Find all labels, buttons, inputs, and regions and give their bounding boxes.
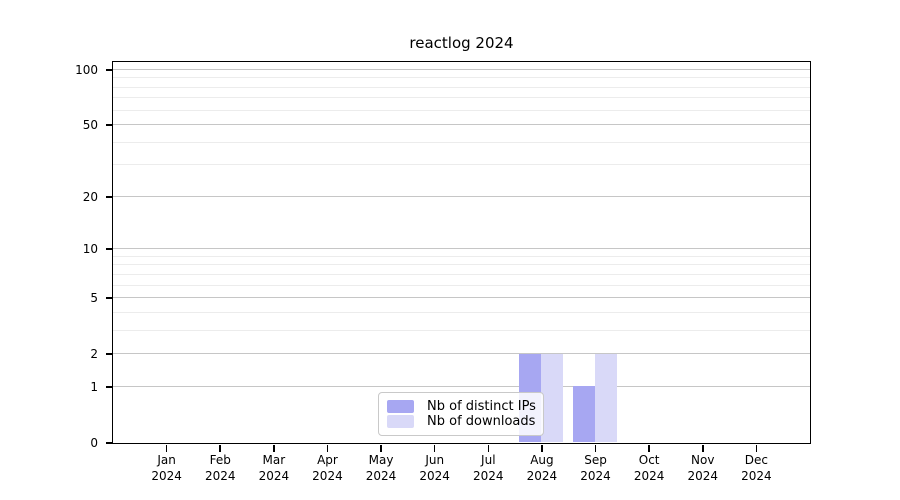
y-tick-label: 0 bbox=[90, 436, 98, 450]
x-tick-label-year: 2024 bbox=[741, 469, 772, 483]
bar-distinct-ips bbox=[573, 386, 596, 443]
y-tick-label: 10 bbox=[82, 242, 98, 257]
x-tick-label-month: Nov bbox=[691, 453, 715, 467]
x-tick-label: Sep 2024 bbox=[564, 452, 628, 484]
x-tick-label-year: 2024 bbox=[687, 469, 719, 483]
x-tick-label-month: Jun bbox=[425, 453, 445, 467]
gridline-major bbox=[112, 195, 810, 197]
legend-swatch-downloads bbox=[387, 415, 414, 428]
y-tick bbox=[105, 386, 113, 388]
x-tick-label-year: 2024 bbox=[365, 469, 397, 483]
gridline-minor bbox=[112, 77, 810, 79]
gridline-minor bbox=[112, 255, 810, 257]
chart-title: reactlog 2024 bbox=[409, 34, 514, 52]
x-tick-label: Jul 2024 bbox=[456, 452, 520, 484]
x-tick bbox=[326, 444, 329, 452]
x-tick-label-month: Mar bbox=[262, 453, 286, 467]
y-tick bbox=[105, 196, 113, 198]
y-tick-label: 100 bbox=[75, 63, 98, 77]
gridline-major bbox=[112, 385, 810, 387]
gridline-major bbox=[112, 69, 810, 70]
x-tick-label-year: 2024 bbox=[312, 469, 343, 483]
gridline-minor bbox=[112, 311, 810, 313]
x-tick-label-month: Sep bbox=[584, 453, 607, 467]
x-tick bbox=[594, 444, 597, 452]
x-tick-label-month: Aug bbox=[530, 453, 554, 467]
x-tick bbox=[273, 444, 275, 452]
gridline-minor bbox=[112, 329, 810, 331]
x-tick-label-month: Feb bbox=[209, 453, 231, 467]
plot-area bbox=[111, 60, 811, 444]
x-tick-label: Apr 2024 bbox=[295, 452, 359, 484]
x-tick-label: Dec 2024 bbox=[724, 452, 788, 484]
y-tick-label: 20 bbox=[82, 189, 98, 204]
legend-item-distinct-ips: Nb of distinct IPs bbox=[387, 399, 536, 414]
x-tick-label: Aug 2024 bbox=[510, 452, 574, 484]
x-tick-label-month: Jul bbox=[481, 453, 496, 467]
x-tick-label-year: 2024 bbox=[419, 469, 450, 483]
gridline-minor bbox=[112, 97, 810, 99]
y-tick bbox=[105, 353, 113, 355]
gridline-major bbox=[112, 297, 810, 299]
x-tick-label: Jun 2024 bbox=[403, 452, 467, 484]
gridline-minor bbox=[112, 284, 810, 286]
legend-label-downloads: Nb of downloads bbox=[427, 414, 536, 429]
x-tick bbox=[433, 444, 436, 452]
y-tick-label: 50 bbox=[82, 118, 98, 133]
bar-downloads bbox=[595, 353, 618, 443]
x-tick bbox=[541, 444, 543, 452]
legend-swatch-distinct-ips bbox=[387, 400, 414, 413]
x-tick-label: Jan 2024 bbox=[135, 452, 199, 484]
x-tick-label: Feb 2024 bbox=[188, 452, 252, 484]
x-tick bbox=[487, 444, 490, 452]
x-tick-label-month: Apr bbox=[317, 453, 338, 467]
x-tick-label: Mar 2024 bbox=[242, 452, 306, 484]
gridline-minor bbox=[112, 141, 810, 143]
legend-label-distinct-ips: Nb of distinct IPs bbox=[427, 399, 536, 414]
x-tick-label-year: 2024 bbox=[633, 469, 665, 483]
x-tick bbox=[648, 444, 650, 452]
y-tick bbox=[105, 297, 113, 299]
legend-item-downloads: Nb of downloads bbox=[387, 414, 536, 429]
x-tick-label-year: 2024 bbox=[204, 469, 236, 483]
y-tick bbox=[105, 69, 113, 71]
x-tick-label-month: May bbox=[368, 453, 394, 467]
x-tick-label: Oct 2024 bbox=[617, 452, 681, 484]
x-tick-label-year: 2024 bbox=[151, 469, 182, 483]
gridline-major bbox=[112, 248, 810, 250]
legend: Nb of distinct IPs Nb of downloads bbox=[378, 392, 544, 436]
gridline-minor bbox=[112, 86, 810, 88]
gridline-minor bbox=[112, 109, 810, 111]
x-tick-label: Nov 2024 bbox=[671, 452, 735, 484]
x-tick-label-month: Jan bbox=[157, 453, 176, 467]
y-tick bbox=[105, 248, 113, 250]
y-tick bbox=[105, 442, 113, 444]
x-tick-label-year: 2024 bbox=[473, 469, 504, 483]
x-tick bbox=[380, 444, 382, 452]
gridlines-layer bbox=[112, 62, 810, 443]
x-tick-label-year: 2024 bbox=[258, 469, 290, 483]
x-tick bbox=[219, 444, 221, 452]
x-tick-label-month: Dec bbox=[744, 453, 768, 467]
y-tick bbox=[105, 124, 113, 126]
bar-downloads bbox=[541, 353, 564, 443]
gridline-minor bbox=[112, 164, 810, 166]
x-tick bbox=[165, 444, 168, 452]
gridline-minor bbox=[112, 264, 810, 266]
gridline-major bbox=[112, 124, 810, 126]
x-tick-label: May 2024 bbox=[349, 452, 413, 484]
y-tick-label: 1 bbox=[90, 379, 98, 394]
gridline-major bbox=[112, 353, 810, 355]
gridline-minor bbox=[112, 273, 810, 275]
y-tick-label: 2 bbox=[90, 347, 98, 362]
x-tick-label-year: 2024 bbox=[580, 469, 611, 483]
x-tick-label-year: 2024 bbox=[526, 469, 558, 483]
x-tick bbox=[755, 444, 758, 452]
x-tick bbox=[702, 444, 704, 452]
y-tick-label: 5 bbox=[90, 291, 98, 306]
x-tick-label-month: Oct bbox=[638, 453, 660, 467]
bars-layer bbox=[113, 62, 810, 443]
